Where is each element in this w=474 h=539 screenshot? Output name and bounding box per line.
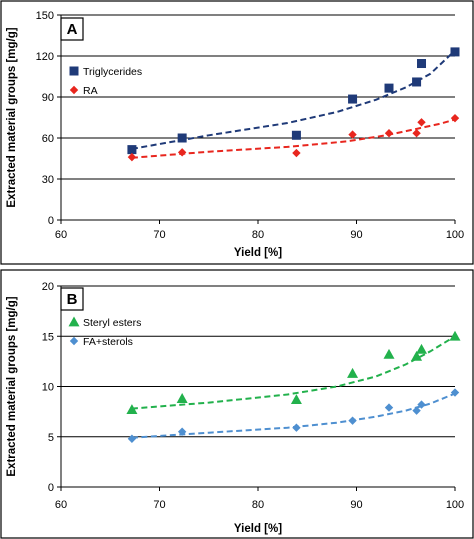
data-point-fa-sterols bbox=[292, 423, 301, 432]
panel-tag: B bbox=[67, 291, 78, 308]
data-point-ra bbox=[177, 148, 187, 157]
x-tick-label: 70 bbox=[153, 499, 165, 511]
plot-area bbox=[61, 15, 455, 220]
data-point-triglycerides bbox=[348, 94, 358, 104]
y-axis-label: Extracted material groups [mg/g] bbox=[6, 296, 18, 476]
y-tick-label: 60 bbox=[42, 133, 54, 145]
y-tick-label: 15 bbox=[42, 331, 54, 343]
x-tick-label: 70 bbox=[153, 229, 165, 241]
data-point-triglycerides bbox=[450, 47, 460, 57]
data-point-steryl-esters bbox=[126, 404, 138, 415]
y-tick-label: 0 bbox=[48, 482, 54, 494]
y-tick-label: 20 bbox=[42, 281, 54, 293]
trendline-steryl-esters bbox=[131, 335, 456, 410]
y-tick-label: 10 bbox=[42, 382, 54, 394]
x-tick-label: 60 bbox=[55, 499, 67, 511]
y-tick-label: 5 bbox=[48, 432, 54, 444]
data-point-fa-sterols bbox=[177, 427, 187, 436]
y-tick-label: 0 bbox=[48, 215, 54, 227]
x-tick-label: 90 bbox=[350, 229, 362, 241]
x-tick-label: 100 bbox=[446, 229, 464, 241]
trendline-fa-sterols bbox=[131, 392, 456, 439]
x-axis-label: Yield [%] bbox=[234, 523, 282, 535]
y-tick-label: 90 bbox=[42, 92, 54, 104]
data-point-ra bbox=[292, 148, 301, 158]
legend-marker-ra bbox=[69, 85, 79, 95]
x-axis-label: Yield [%] bbox=[234, 247, 282, 259]
data-point-steryl-esters bbox=[416, 343, 428, 354]
data-point-fa-sterols bbox=[450, 388, 460, 397]
legend-label-triglycerides: Triglycerides bbox=[83, 66, 142, 78]
data-point-fa-sterols bbox=[417, 400, 426, 409]
data-point-ra bbox=[412, 129, 421, 138]
data-point-triglycerides bbox=[417, 59, 427, 69]
data-point-fa-sterols bbox=[384, 403, 394, 412]
data-point-ra bbox=[348, 130, 357, 139]
data-point-ra bbox=[127, 152, 137, 162]
data-point-triglycerides bbox=[384, 83, 394, 93]
x-tick-label: 80 bbox=[252, 229, 264, 241]
trendline-triglycerides bbox=[131, 49, 456, 150]
y-axis-label: Extracted material groups [mg/g] bbox=[6, 27, 18, 207]
panel-tag-box bbox=[60, 287, 84, 311]
legend-label-ra: RA bbox=[83, 85, 98, 97]
data-point-fa-sterols bbox=[127, 434, 137, 443]
panel-tag: A bbox=[67, 21, 78, 38]
chart-panel-b: 0 5 10 15 20 60 70 80 90 100 Yield [%] Extracted ma… bbox=[6, 281, 464, 535]
y-tick-label: 150 bbox=[36, 10, 54, 22]
data-point-steryl-esters bbox=[383, 348, 395, 359]
data-point-triglycerides bbox=[291, 130, 301, 140]
data-point-ra bbox=[450, 113, 460, 123]
data-point-triglycerides bbox=[127, 145, 137, 155]
data-point-ra bbox=[384, 129, 394, 138]
data-point-steryl-esters bbox=[347, 367, 359, 378]
data-point-steryl-esters bbox=[411, 350, 423, 361]
data-point-fa-sterols bbox=[412, 406, 421, 415]
y-tick-label: 30 bbox=[42, 174, 54, 186]
y-tick-label: 120 bbox=[36, 51, 54, 63]
x-tick-label: 80 bbox=[252, 499, 264, 511]
data-point-fa-sterols bbox=[348, 416, 357, 425]
panel-tag-box bbox=[60, 17, 84, 41]
x-tick-label: 90 bbox=[350, 499, 362, 511]
data-point-ra bbox=[417, 118, 426, 127]
legend-marker-fa-sterols bbox=[69, 336, 79, 346]
x-tick-label: 60 bbox=[55, 229, 67, 241]
data-point-steryl-esters bbox=[290, 394, 302, 404]
legend-label-fa-sterols: FA+sterols bbox=[83, 336, 133, 348]
legend-marker-steryl-esters bbox=[68, 316, 80, 327]
data-point-triglycerides bbox=[412, 77, 422, 87]
data-point-triglycerides bbox=[177, 133, 187, 143]
data-point-steryl-esters bbox=[449, 330, 461, 341]
trendline-ra bbox=[131, 118, 456, 159]
legend-marker-triglycerides bbox=[69, 66, 79, 76]
x-tick-label: 100 bbox=[446, 499, 464, 511]
chart-panel-a: 0 30 60 90 120 150 60 70 80 90 100 Yield [%] Extract… bbox=[6, 10, 464, 259]
legend-label-steryl-esters: Steryl esters bbox=[83, 317, 141, 329]
data-point-steryl-esters bbox=[176, 393, 188, 403]
